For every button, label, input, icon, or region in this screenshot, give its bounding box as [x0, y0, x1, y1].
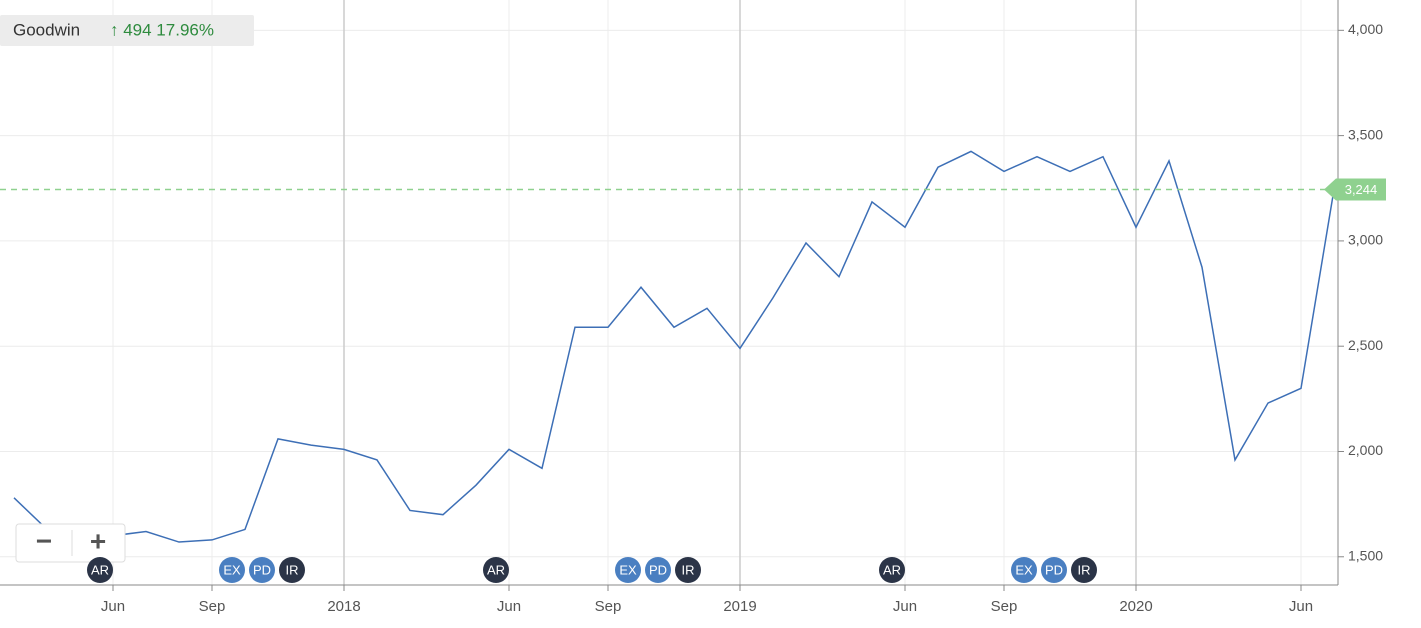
event-marker: [645, 557, 671, 583]
last-price-label: 3,244: [1345, 182, 1378, 197]
event-label: IR: [1078, 562, 1091, 577]
x-tick-label: Jun: [1289, 598, 1313, 615]
event-label: AR: [91, 562, 109, 577]
event-label: EX: [1015, 562, 1033, 577]
header-badge: [0, 15, 254, 46]
event-marker: [1071, 557, 1097, 583]
event-marker: [615, 557, 641, 583]
event-label: PD: [1045, 562, 1063, 577]
zoom-box: [15, 523, 126, 563]
x-tick-label: Jun: [497, 598, 521, 615]
price-line: [13, 150, 1335, 543]
event-marker: [675, 557, 701, 583]
y-tick-label: 4,000: [1348, 21, 1383, 37]
y-tick-label: 2,500: [1348, 337, 1383, 353]
y-tick-label: 1,500: [1348, 547, 1383, 563]
x-tick-label: Sep: [595, 598, 622, 615]
plot: [0, 150, 1335, 543]
y-tick-label: 3,500: [1348, 126, 1383, 142]
last-price-badge: [1324, 178, 1386, 201]
event-marker: [879, 557, 905, 583]
event-marker: [87, 557, 113, 583]
event-marker: [279, 557, 305, 583]
x-tick-label: Sep: [199, 598, 226, 615]
x-tick-label: 2020: [1119, 598, 1152, 615]
event-marker: [1011, 557, 1037, 583]
zoom-out[interactable]: −: [36, 525, 52, 556]
event-label: IR: [286, 562, 299, 577]
x-tick-label: Sep: [991, 598, 1018, 615]
zoom-in[interactable]: +: [90, 525, 106, 556]
y-tick-label: 2,000: [1348, 442, 1383, 458]
event-label: EX: [223, 562, 241, 577]
y-tick-label: 3,000: [1348, 232, 1383, 248]
event-marker: [1041, 557, 1067, 583]
event-marker: [249, 557, 275, 583]
x-tick-label: 2018: [327, 598, 360, 615]
event-label: AR: [487, 562, 505, 577]
zoom-control: − +: [15, 523, 126, 563]
x-tick-label: Jun: [893, 598, 917, 615]
x-tick-label: 2019: [723, 598, 756, 615]
header-name: Goodwin: [13, 20, 80, 39]
header-change: ↑ 494 17.96%: [110, 20, 214, 39]
event-marker: [219, 557, 245, 583]
event-label: PD: [649, 562, 667, 577]
event-label: EX: [619, 562, 637, 577]
event-label: IR: [682, 562, 695, 577]
event-marker: [483, 557, 509, 583]
event-label: AR: [883, 562, 901, 577]
event-label: PD: [253, 562, 271, 577]
x-tick-label: Jun: [101, 598, 125, 615]
